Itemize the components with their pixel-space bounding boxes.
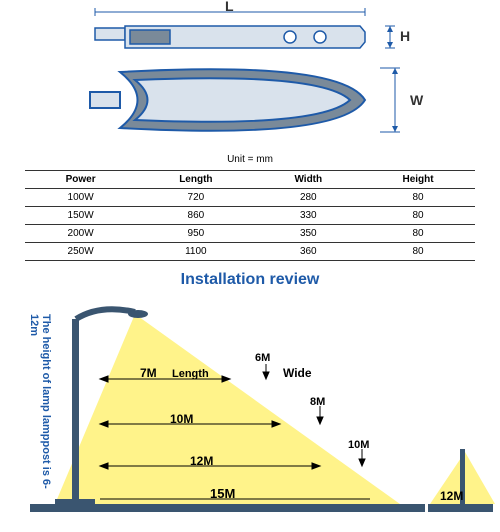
dimension-diagram: L H W <box>0 0 500 150</box>
wide-10m: 10M <box>348 439 369 451</box>
pole-height-label: The height of lamp lamppost is 6-12m <box>28 314 52 504</box>
table-cell: 360 <box>255 243 361 261</box>
table-header: Height <box>361 171 475 189</box>
table-row: 100W72028080 <box>25 189 475 207</box>
table-cell: 720 <box>136 189 255 207</box>
len-12m: 12M <box>190 454 213 468</box>
legend-wide: Wide <box>283 366 312 380</box>
table-header: Length <box>136 171 255 189</box>
legend-length: Length <box>172 368 209 380</box>
table-cell: 1100 <box>136 243 255 261</box>
table-cell: 250W <box>25 243 136 261</box>
table-header: Width <box>255 171 361 189</box>
table-cell: 80 <box>361 189 475 207</box>
table-cell: 80 <box>361 225 475 243</box>
table-cell: 80 <box>361 243 475 261</box>
label-l: L <box>225 0 234 14</box>
len-10m: 10M <box>170 412 193 426</box>
unit-label: Unit = mm <box>0 154 500 165</box>
table-cell: 350 <box>255 225 361 243</box>
install-title: Installation review <box>0 271 500 289</box>
table-cell: 100W <box>25 189 136 207</box>
table-row: 150W86033080 <box>25 207 475 225</box>
len-15m: 15M <box>210 486 235 501</box>
table-header: Power <box>25 171 136 189</box>
label-h: H <box>400 28 410 44</box>
table-cell: 860 <box>136 207 255 225</box>
table-row: 200W95035080 <box>25 225 475 243</box>
wide-8m: 8M <box>310 396 325 408</box>
wide-6m: 6M <box>255 352 270 364</box>
table-cell: 200W <box>25 225 136 243</box>
spec-table: PowerLengthWidthHeight 100W72028080150W8… <box>25 170 475 261</box>
table-cell: 950 <box>136 225 255 243</box>
installation-diagram: The height of lamp lamppost is 6-12m 7M … <box>0 294 500 529</box>
label-w: W <box>410 92 423 108</box>
table-cell: 80 <box>361 207 475 225</box>
table-cell: 330 <box>255 207 361 225</box>
len-7m: 7M <box>140 366 157 380</box>
table-cell: 150W <box>25 207 136 225</box>
table-cell: 280 <box>255 189 361 207</box>
wide-12m: 12M <box>440 489 463 503</box>
table-row: 250W110036080 <box>25 243 475 261</box>
